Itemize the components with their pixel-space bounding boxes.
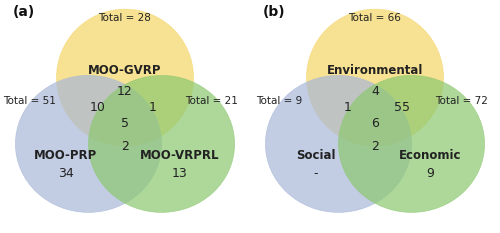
Ellipse shape xyxy=(16,75,162,212)
Text: Economic: Economic xyxy=(398,149,461,162)
Text: 9: 9 xyxy=(426,167,434,180)
Text: Social: Social xyxy=(296,149,336,162)
Text: 13: 13 xyxy=(172,167,188,180)
Text: Total = 72: Total = 72 xyxy=(436,96,488,106)
Ellipse shape xyxy=(266,75,412,212)
Text: 2: 2 xyxy=(371,140,379,153)
Text: MOO-GVRP: MOO-GVRP xyxy=(88,64,162,77)
Text: (b): (b) xyxy=(263,5,285,19)
Text: 10: 10 xyxy=(90,101,106,114)
Ellipse shape xyxy=(306,9,444,146)
Ellipse shape xyxy=(56,9,194,146)
Text: MOO-VRPRL: MOO-VRPRL xyxy=(140,149,220,162)
Text: Environmental: Environmental xyxy=(327,64,423,77)
Text: 6: 6 xyxy=(371,117,379,130)
Text: 2: 2 xyxy=(121,140,129,153)
Text: 12: 12 xyxy=(117,85,133,98)
Text: 1: 1 xyxy=(344,101,351,114)
Text: -: - xyxy=(314,167,318,180)
Text: Total = 9: Total = 9 xyxy=(256,96,302,106)
Text: (a): (a) xyxy=(13,5,36,19)
Text: 4: 4 xyxy=(371,85,379,98)
Text: 5: 5 xyxy=(121,117,129,130)
Text: MOO-PRP: MOO-PRP xyxy=(34,149,98,162)
Text: 55: 55 xyxy=(394,101,410,114)
Text: Total = 51: Total = 51 xyxy=(2,96,56,106)
Text: Total = 66: Total = 66 xyxy=(348,13,402,23)
Text: 1: 1 xyxy=(148,101,156,114)
Text: Total = 21: Total = 21 xyxy=(186,96,238,106)
Text: 34: 34 xyxy=(58,167,74,180)
Ellipse shape xyxy=(338,75,484,212)
Text: Total = 28: Total = 28 xyxy=(98,13,152,23)
Ellipse shape xyxy=(88,75,234,212)
